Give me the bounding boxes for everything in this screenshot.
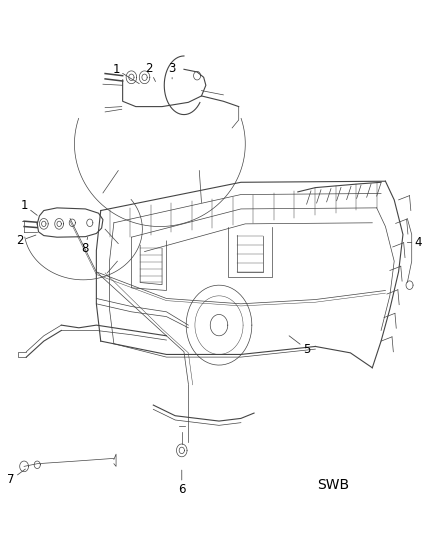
Text: 8: 8: [82, 237, 89, 255]
Text: 5: 5: [289, 336, 310, 356]
Text: 7: 7: [7, 469, 25, 486]
Text: 6: 6: [178, 470, 186, 496]
Text: 3: 3: [169, 62, 176, 79]
Text: 4: 4: [407, 236, 422, 249]
Text: 1: 1: [112, 63, 139, 84]
Text: 1: 1: [20, 199, 37, 215]
Text: 2: 2: [16, 235, 36, 247]
Text: SWB: SWB: [317, 478, 349, 492]
Text: 2: 2: [145, 62, 155, 82]
